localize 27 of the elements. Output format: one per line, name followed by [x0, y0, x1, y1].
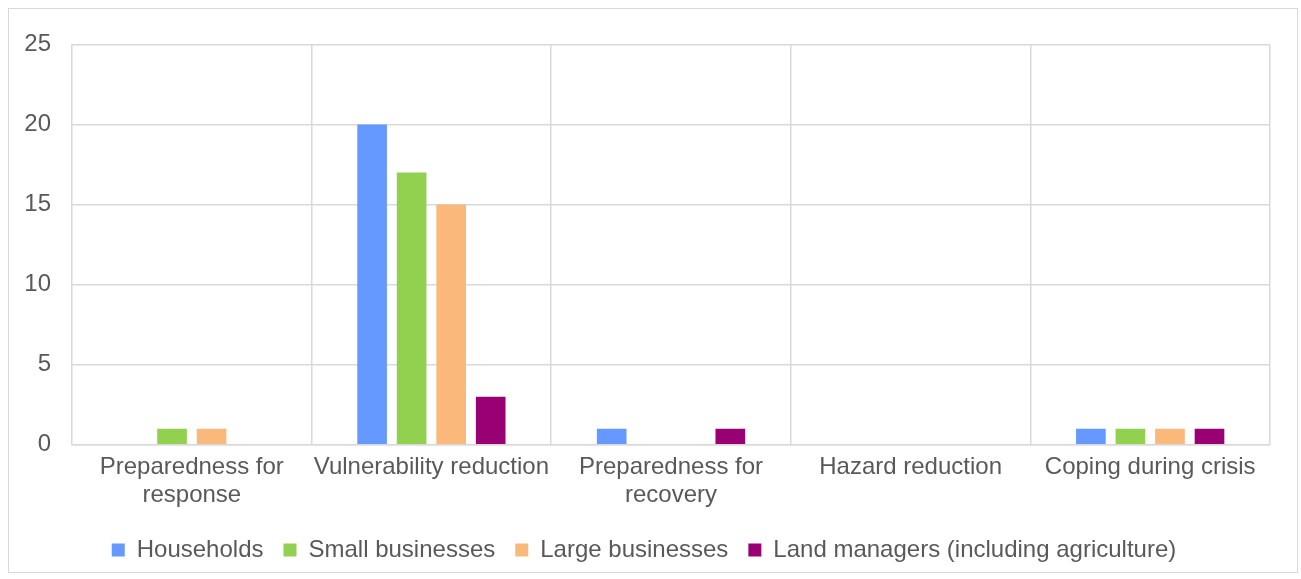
- x-tick-label: Coping during crisis: [1044, 452, 1256, 480]
- bar: [196, 428, 227, 445]
- y-tick-label: 0: [37, 429, 51, 457]
- legend-label: Households: [136, 534, 264, 562]
- bar: [157, 428, 187, 445]
- bar: [436, 204, 466, 445]
- bar: [357, 124, 387, 445]
- legend-label: Small businesses: [308, 534, 496, 562]
- x-tick-label: Hazard reduction: [819, 452, 1002, 480]
- bar: [715, 428, 746, 445]
- x-tick-label: Vulnerability reduction: [313, 452, 550, 480]
- legend-label: Land managers (including agriculture): [773, 534, 1177, 562]
- bar: [1155, 428, 1185, 445]
- bar: [1076, 428, 1106, 445]
- y-tick-label: 5: [37, 349, 51, 377]
- bar: [1194, 428, 1225, 445]
- y-tick-label: 10: [24, 269, 51, 297]
- bar: [396, 172, 427, 445]
- x-tick-label: Preparedness for recovery: [578, 452, 764, 507]
- y-tick-label: 15: [24, 189, 51, 217]
- x-tick-label: Preparedness for response: [99, 452, 284, 507]
- y-tick-label: 20: [24, 109, 51, 137]
- bar: [1115, 428, 1146, 445]
- bar: [475, 396, 506, 445]
- bar: [596, 428, 627, 445]
- y-tick-label: 25: [24, 29, 51, 57]
- legend-label: Large businesses: [540, 534, 729, 562]
